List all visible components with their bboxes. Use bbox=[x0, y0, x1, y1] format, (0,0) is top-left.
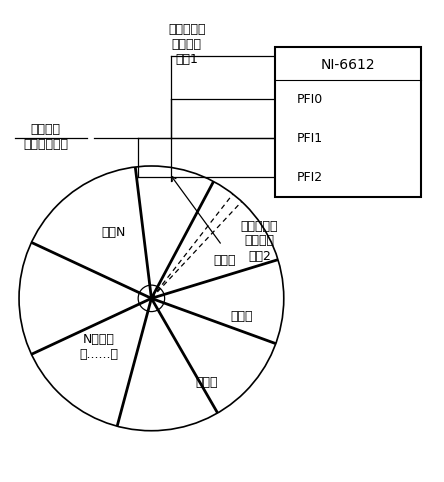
Text: 叶片１: 叶片１ bbox=[213, 254, 236, 268]
Text: NI-6612: NI-6612 bbox=[321, 58, 375, 72]
Text: PFI1: PFI1 bbox=[297, 132, 323, 145]
Text: 转速信号
（每周１个）: 转速信号 （每周１个） bbox=[23, 123, 68, 151]
Text: 叶片N: 叶片N bbox=[102, 226, 126, 239]
Text: 叶片２: 叶片２ bbox=[231, 309, 254, 322]
Text: PFI0: PFI0 bbox=[297, 93, 323, 106]
Text: 叶片３: 叶片３ bbox=[195, 375, 218, 388]
Bar bbox=[275, 47, 420, 197]
Text: 叶片位置及
位置变化
信号1: 叶片位置及 位置变化 信号1 bbox=[168, 23, 206, 66]
Text: PFI2: PFI2 bbox=[297, 171, 323, 184]
Text: 叶片位置及
位置变化
信号2: 叶片位置及 位置变化 信号2 bbox=[241, 219, 278, 263]
Text: N个叶片
（......）: N个叶片 （......） bbox=[79, 333, 118, 361]
